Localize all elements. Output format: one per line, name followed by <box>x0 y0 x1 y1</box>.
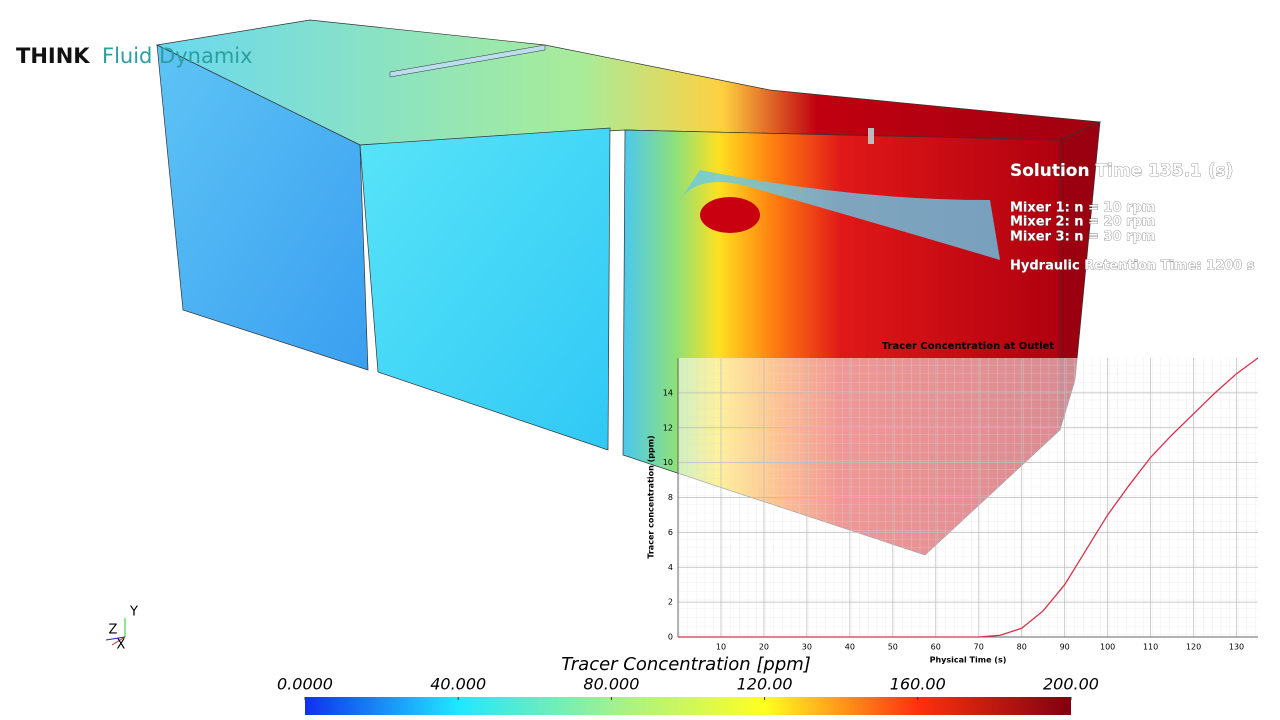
colorbar-tick-label: 120.00 <box>737 675 793 694</box>
mixer-label: Mixer 3: n = 30 rpm <box>1010 230 1155 245</box>
x-tick-label: 80 <box>1017 643 1027 652</box>
colorbar-title: Tracer Concentration [ppm] <box>561 654 811 675</box>
colorbar: Tracer Concentration [ppm] 0.0000 40.000 80… <box>277 654 1099 715</box>
x-tick-label: 40 <box>845 643 855 652</box>
x-tick-label: 130 <box>1229 643 1244 652</box>
y-tick-label: 8 <box>668 493 673 502</box>
triad: Y Z X <box>105 605 138 653</box>
x-tick-label: 50 <box>888 643 898 652</box>
y-tick-label: 0 <box>668 633 673 642</box>
colorbar-tick-label: 0.0000 <box>277 675 333 694</box>
line-chart: 0 2 4 6 8 10 12 14 10 20 30 40 50 60 70 80 90 100 110 120 13… <box>647 341 1259 665</box>
x-tick-label: 110 <box>1143 643 1158 652</box>
y-tick-label: 2 <box>668 598 673 607</box>
logo-brand: THINK <box>16 44 90 68</box>
y-tick-label: 12 <box>663 423 673 432</box>
mixer-label: Mixer 1: n = 10 rpm <box>1010 201 1155 216</box>
x-tick-label: 120 <box>1186 643 1201 652</box>
x-tick-label: 20 <box>759 643 769 652</box>
x-tick-label: 100 <box>1100 643 1115 652</box>
axis-y: Y <box>129 605 138 620</box>
y-tick-label: 10 <box>663 458 673 467</box>
mixer-label: Mixer 2: n = 20 rpm <box>1010 215 1155 230</box>
y-tick-label: 4 <box>668 563 673 572</box>
axis-x: X <box>117 638 126 653</box>
chart-title: Tracer Concentration at Outlet <box>882 341 1054 352</box>
solution-time: Solution Time 135.1 (s) <box>1010 161 1233 181</box>
x-tick-label: 70 <box>974 643 984 652</box>
y-tick-label: 6 <box>668 528 673 537</box>
x-tick-label: 60 <box>931 643 941 652</box>
logo-product: Fluid Dynamix <box>102 44 253 68</box>
colorbar-scale <box>305 697 1071 715</box>
axis-z: Z <box>109 623 118 638</box>
retention-time: Hydraulic Retention Time: 1200 s <box>1010 259 1255 274</box>
x-tick-label: 90 <box>1060 643 1070 652</box>
colorbar-tick-label: 40.000 <box>430 675 486 694</box>
colorbar-tick-label: 80.000 <box>583 675 639 694</box>
colorbar-tick-label: 160.00 <box>890 675 946 694</box>
data-line <box>678 357 1259 638</box>
x-axis-label: Physical Time (s) <box>930 656 1007 665</box>
y-tick-label: 14 <box>663 388 673 397</box>
x-tick-label: 10 <box>716 643 726 652</box>
colorbar-tick-label: 200.00 <box>1043 675 1099 694</box>
y-axis-label: Tracer concentration (ppm) <box>647 435 656 558</box>
x-tick-label: 30 <box>802 643 812 652</box>
